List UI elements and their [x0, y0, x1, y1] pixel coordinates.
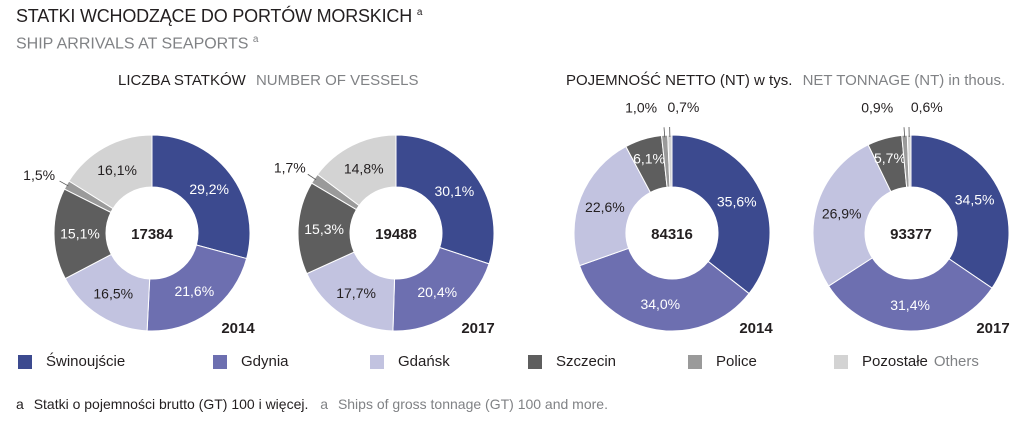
year-label: 2017: [976, 320, 1009, 337]
slice-swinoujscie: [671, 134, 771, 295]
legend-label-police: Police: [716, 353, 757, 370]
data-label-others: 0,6%: [911, 99, 943, 115]
total-value: 93377: [890, 226, 932, 243]
legend-swatch-gdynia: [213, 354, 227, 369]
data-label-gdynia: 21,6%: [174, 283, 214, 299]
legend-item-swinoujscie: Świnoujście: [18, 353, 125, 370]
slice-others: [667, 134, 673, 188]
slice-others: [906, 134, 912, 188]
donut-vessels-2014: 29,2% 21,6% 16,5% 15,1% 1,5% 16,1% 17384 2014: [23, 134, 255, 337]
slice-gdynia: [827, 257, 993, 332]
legend-label-others: Pozostałe: [862, 353, 928, 370]
data-label-others: 0,7%: [667, 99, 699, 115]
data-label-swinoujscie: 34,5%: [955, 191, 995, 207]
legend-label-swinoujscie: Świnoujście: [46, 353, 126, 370]
donut-charts: 29,2% 21,6% 16,5% 15,1% 1,5% 16,1% 17384 2014 30…: [23, 99, 1010, 337]
data-label-others: 16,1%: [97, 162, 137, 178]
total-value: 19488: [375, 226, 417, 243]
legend-item-gdynia: Gdynia: [213, 353, 289, 370]
data-label-police: 0,9%: [861, 99, 893, 115]
year-label: 2014: [739, 320, 773, 337]
year-label: 2014: [221, 320, 255, 337]
leader-line-police: [307, 173, 317, 181]
data-label-gdansk: 16,5%: [93, 286, 133, 302]
title-note-marker: a: [416, 7, 423, 18]
data-label-police: 1,5%: [23, 167, 55, 183]
data-label-szczecin: 15,3%: [304, 221, 344, 237]
data-label-others: 14,8%: [344, 161, 384, 177]
slice-gdynia: [392, 246, 490, 332]
legend-swatch-swinoujscie: [18, 354, 32, 369]
legend-label-others-en: Others: [933, 353, 979, 370]
chart-title-en: SHIP ARRIVALS AT SEAPORTS: [16, 35, 249, 53]
year-label: 2017: [461, 320, 494, 337]
legend-item-gdansk: Gdańsk: [370, 353, 450, 370]
legend-swatch-szczecin: [528, 354, 542, 369]
slice-gdynia: [578, 247, 750, 332]
footnote: a Statki o pojemności brutto (GT) 100 i …: [16, 396, 608, 412]
legend-swatch-police: [688, 354, 702, 369]
slice-gdansk: [812, 144, 892, 287]
section-vessels-pl: LICZBA STATKÓW: [118, 72, 246, 89]
section-tonnage-en: NET TONNAGE (NT) in thous.: [802, 72, 1006, 89]
data-label-swinoujscie: 29,2%: [189, 181, 229, 197]
total-value: 17384: [131, 226, 173, 243]
slice-gdansk: [573, 145, 652, 267]
data-label-gdansk: 22,6%: [585, 199, 625, 215]
section-vessels-header: LICZBA STATKÓW NUMBER OF VESSELS: [118, 72, 419, 89]
slice-others: [68, 134, 153, 210]
subtitle-note-marker: a: [252, 34, 259, 45]
data-label-szczecin: 15,1%: [60, 226, 100, 242]
section-tonnage-pl: POJEMNOŚĆ NETTO (NT) w tys.: [566, 72, 793, 89]
slice-others: [316, 134, 397, 207]
legend-swatch-gdansk: [370, 354, 384, 369]
leader-line-police: [663, 127, 666, 138]
data-label-gdynia: 34,0%: [640, 296, 680, 312]
data-label-gdansk: 26,9%: [822, 206, 862, 222]
legend-label-szczecin: Szczecin: [556, 353, 617, 370]
legend-item-police: Police: [688, 353, 757, 370]
chart-title: STATKI WCHODZĄCE DO PORTÓW MORSKICH a: [16, 6, 422, 27]
footnote-marker-en: a: [320, 396, 329, 412]
section-tonnage-header: POJEMNOŚĆ NETTO (NT) w tys. NET TONNAGE …: [566, 72, 1005, 89]
data-label-szczecin: 5,7%: [874, 150, 906, 166]
legend-label-gdansk: Gdańsk: [398, 353, 450, 370]
legend-item-szczecin: Szczecin: [528, 353, 616, 370]
chart-subtitle: SHIP ARRIVALS AT SEAPORTS a: [16, 34, 258, 53]
section-vessels-en: NUMBER OF VESSELS: [255, 72, 419, 89]
chart-title-pl: STATKI WCHODZĄCE DO PORTÓW MORSKICH: [16, 6, 413, 26]
slice-gdynia: [146, 244, 248, 332]
legend-item-others: Pozostałe Others: [834, 353, 979, 370]
slice-swinoujscie: [151, 134, 251, 260]
footnote-en: Ships of gross tonnage (GT) 100 and more…: [337, 396, 608, 412]
legend-swatch-others: [834, 354, 848, 369]
slice-swinoujscie: [910, 134, 1010, 289]
footnote-pl: Statki o pojemności brutto (GT) 100 i wi…: [33, 396, 309, 412]
data-label-szczecin: 6,1%: [633, 150, 665, 166]
donut-tonnage-2017: 34,5% 31,4% 26,9% 5,7% 0,9% 0,6% 93377 2017: [812, 99, 1010, 337]
data-label-swinoujscie: 35,6%: [717, 194, 757, 210]
footnote-marker-pl: a: [16, 396, 24, 412]
total-value: 84316: [651, 226, 693, 243]
legend-label-gdynia: Gdynia: [241, 353, 289, 370]
slice-swinoujscie: [395, 134, 495, 265]
data-label-gdynia: 20,4%: [417, 284, 457, 300]
data-label-gdansk: 17,7%: [336, 285, 376, 301]
leader-line-police: [903, 127, 906, 138]
donut-tonnage-2014: 35,6% 34,0% 22,6% 6,1% 1,0% 0,7% 84316 2014: [573, 99, 773, 337]
donut-vessels-2017: 30,1% 20,4% 17,7% 15,3% 1,7% 14,8% 19488 2017: [274, 134, 495, 337]
data-label-police: 1,7%: [274, 160, 306, 176]
data-label-gdynia: 31,4%: [890, 297, 930, 313]
data-label-police: 1,0%: [625, 99, 657, 115]
data-label-swinoujscie: 30,1%: [435, 183, 475, 199]
leader-line-police: [59, 180, 69, 187]
